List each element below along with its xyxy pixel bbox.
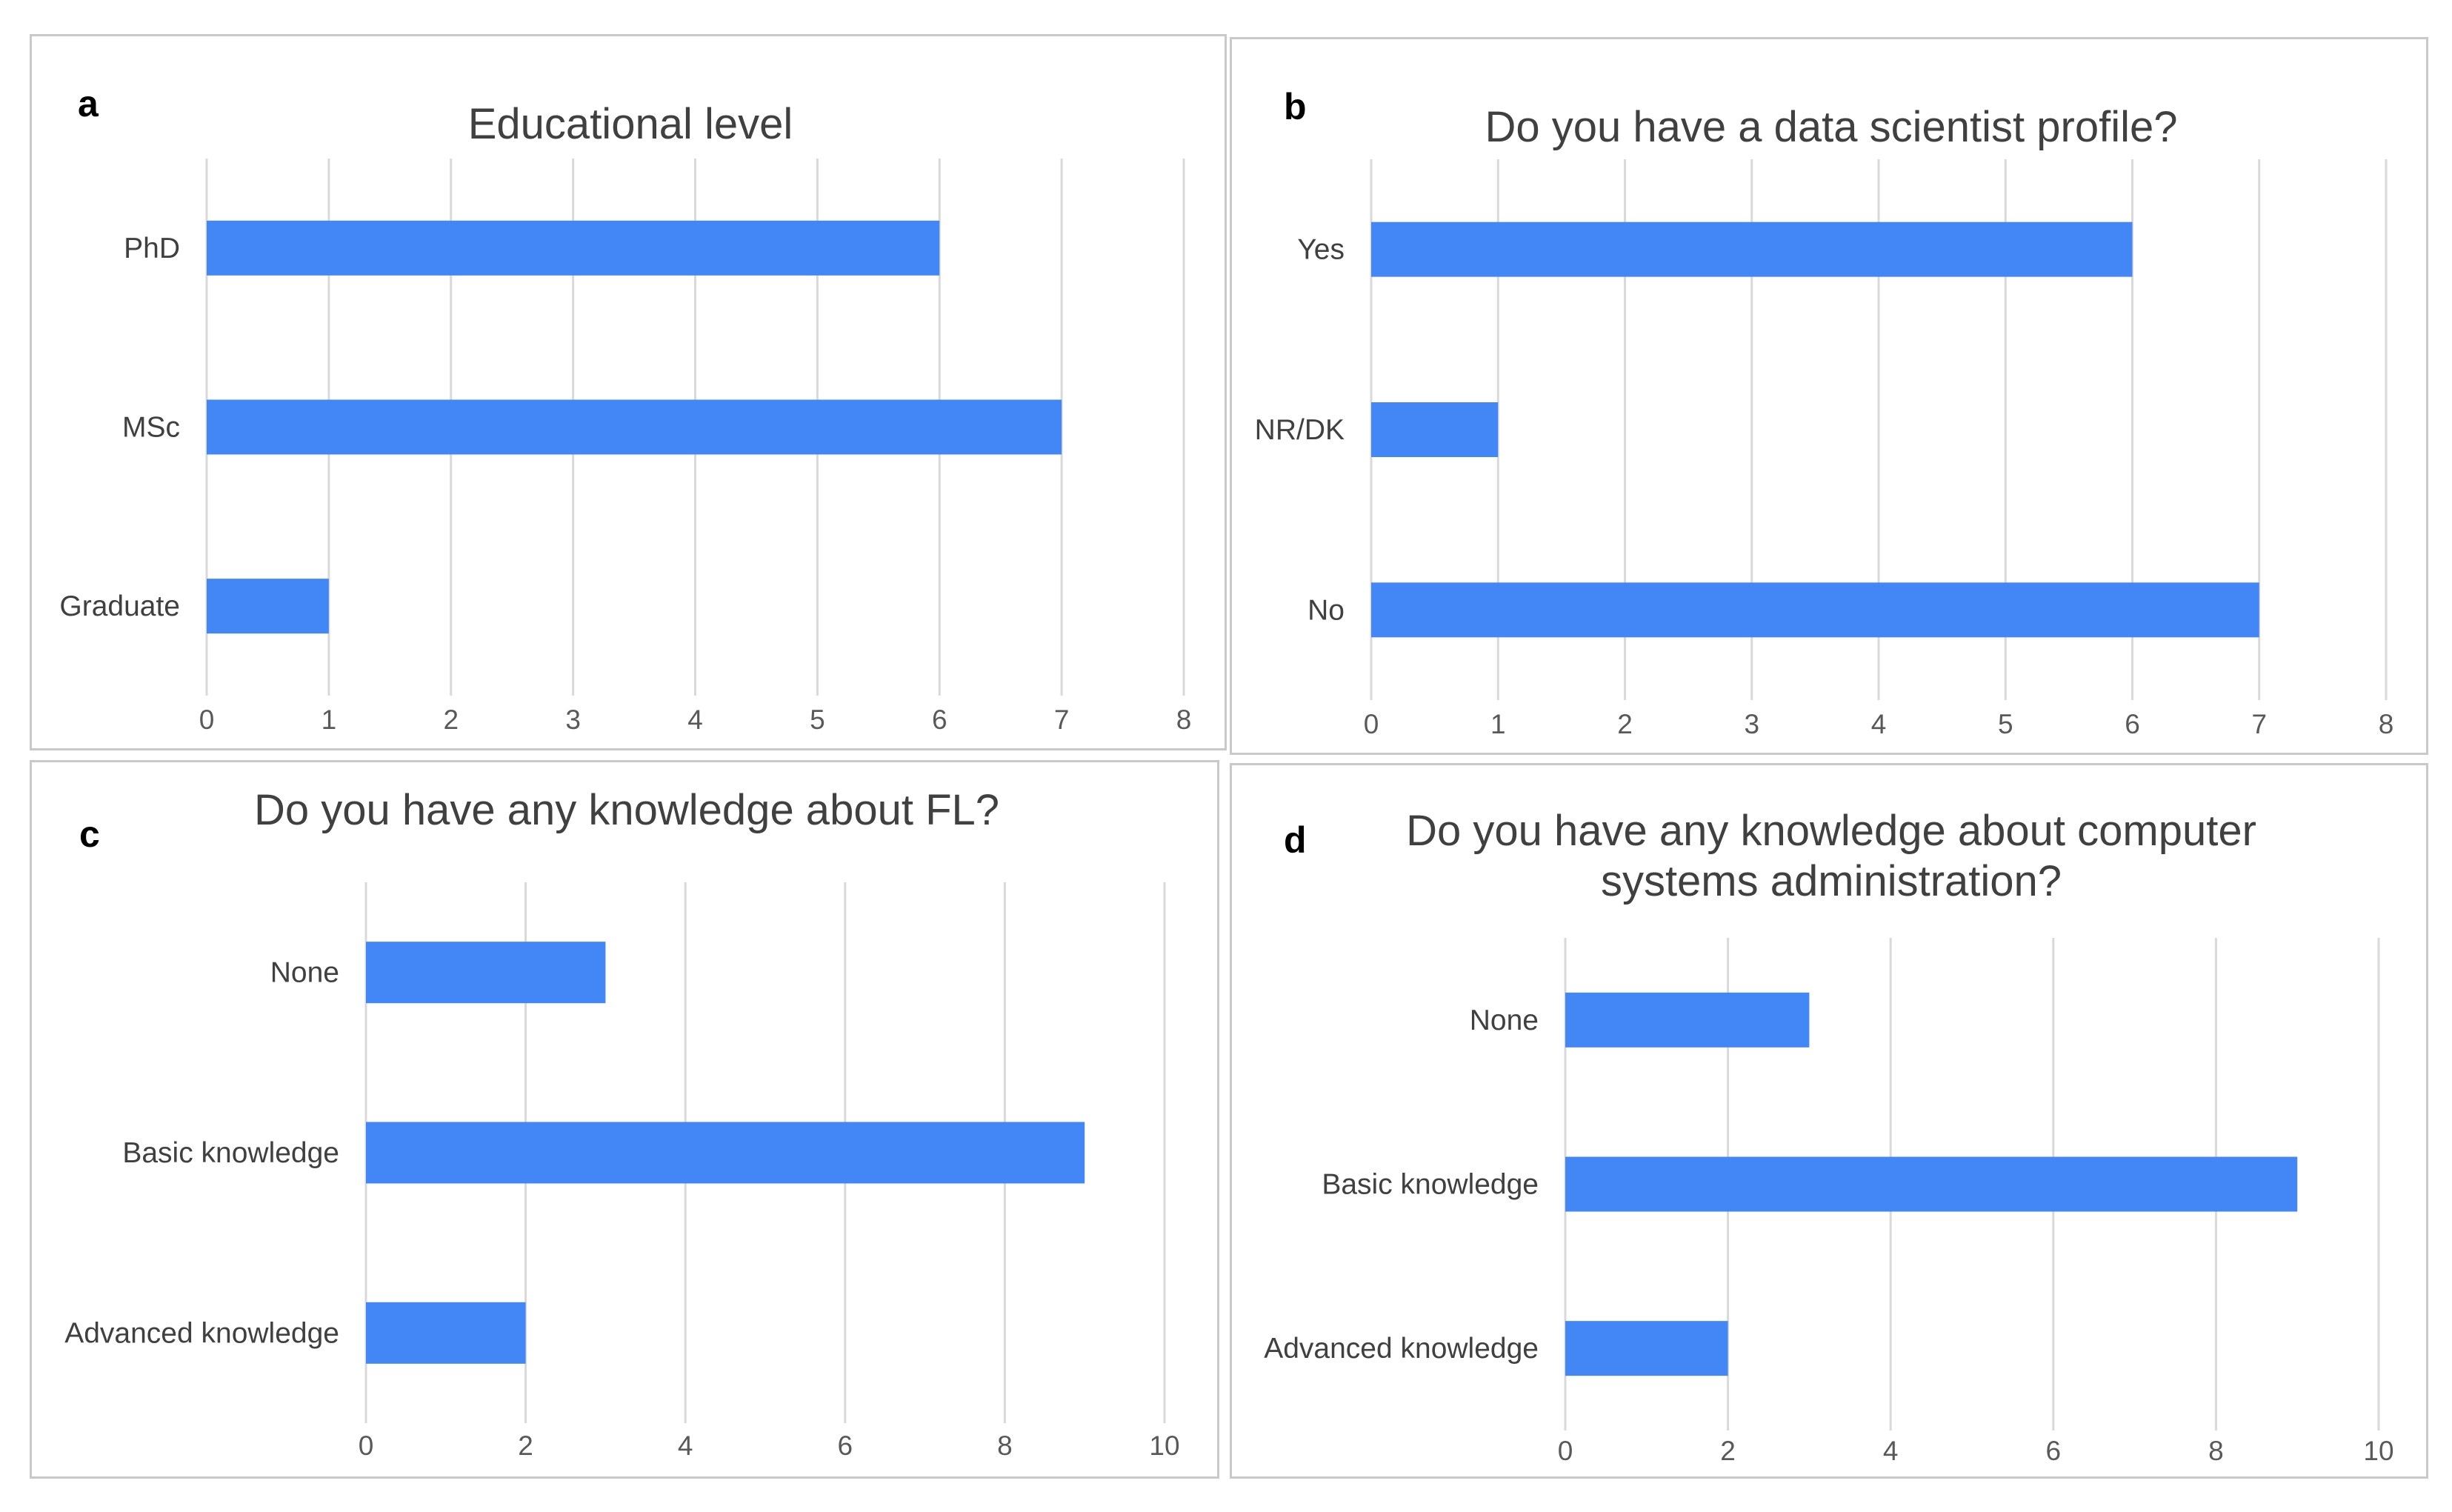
- category-label: No: [1307, 594, 1345, 626]
- x-tick-label: 6: [2046, 1436, 2062, 1466]
- x-tick-label: 4: [1883, 1436, 1899, 1466]
- category-label: Yes: [1297, 234, 1345, 266]
- x-tick-label: 4: [1871, 709, 1887, 739]
- x-tick-label: 2: [443, 705, 459, 735]
- chart-title: Do you have any knowledge about FL?: [254, 786, 999, 834]
- bar-chart: Do you have any knowledge about FL? 0 2 4 6 8…: [64, 786, 1179, 1461]
- panel-letter: a: [78, 83, 99, 124]
- x-tick-label: 2: [518, 1431, 533, 1461]
- category-label: None: [1470, 1005, 1539, 1036]
- x-tick-label: 8: [2379, 709, 2394, 739]
- bar: [1371, 402, 1499, 457]
- x-tick-label: 2: [1617, 709, 1633, 739]
- x-tick-label: 8: [997, 1431, 1013, 1461]
- x-tick-label: 4: [687, 705, 703, 735]
- x-tick-label: 0: [199, 705, 215, 735]
- category-label: None: [270, 957, 339, 989]
- x-tick-label: 10: [2363, 1436, 2393, 1466]
- x-tick-label: 5: [810, 705, 825, 735]
- bar-chart: Educational level 0 1 2 3 4 5 6 7 8 PhD MSc Graduate: [59, 100, 1192, 735]
- x-tick-label: 0: [1558, 1436, 1573, 1466]
- chart-title: systems administration?: [1601, 857, 2062, 905]
- category-label: PhD: [124, 233, 180, 264]
- x-tick-label: 1: [322, 705, 337, 735]
- category-label: NR/DK: [1255, 414, 1345, 446]
- category-label: MSc: [122, 412, 180, 444]
- chart-title: Do you have any knowledge about computer: [1406, 807, 2256, 855]
- x-tick-label: 5: [1998, 709, 2013, 739]
- panel-letter: b: [1284, 86, 1307, 127]
- bar: [1371, 222, 2133, 277]
- category-label: Basic knowledge: [122, 1137, 339, 1169]
- category-label: Basic knowledge: [1322, 1169, 1539, 1201]
- x-tick-label: 0: [359, 1431, 374, 1461]
- category-label: Advanced knowledge: [64, 1317, 339, 1349]
- bar: [207, 220, 940, 276]
- panel-letter: d: [1284, 819, 1307, 861]
- chart-panel-d: d Do you have any knowledge about comput…: [1230, 763, 2428, 1479]
- bar: [207, 399, 1062, 455]
- x-tick-label: 6: [2125, 709, 2140, 739]
- category-label: Graduate: [59, 590, 180, 622]
- x-tick-label: 8: [2208, 1436, 2224, 1466]
- bar: [366, 942, 606, 1004]
- x-tick-label: 6: [838, 1431, 853, 1461]
- category-label: Advanced knowledge: [1264, 1333, 1539, 1365]
- chart-title: Educational level: [468, 100, 793, 148]
- bar: [366, 1122, 1085, 1184]
- x-tick-label: 2: [1720, 1436, 1736, 1466]
- chart-panel-c: c Do you have any knowledge about FL? 0 2 4…: [30, 760, 1219, 1479]
- x-tick-label: 7: [2251, 709, 2267, 739]
- x-tick-label: 3: [1744, 709, 1759, 739]
- x-tick-label: 6: [932, 705, 947, 735]
- panel-letter: c: [79, 813, 100, 855]
- x-tick-label: 3: [565, 705, 581, 735]
- bar-chart: Do you have any knowledge about computer…: [1264, 807, 2393, 1466]
- bar: [1371, 582, 2259, 638]
- x-tick-label: 8: [1176, 705, 1192, 735]
- bar-chart: Do you have a data scientist profile? 0 1 2…: [1255, 103, 2394, 739]
- x-tick-label: 10: [1149, 1431, 1179, 1461]
- x-tick-label: 7: [1054, 705, 1070, 735]
- bar: [1565, 1156, 2298, 1212]
- chart-panel-a: a Educational level 0 1 2 3 4 5 6 7 8 PhD MSc Gradua…: [30, 34, 1227, 750]
- bar: [366, 1302, 526, 1364]
- x-tick-label: 0: [1364, 709, 1379, 739]
- chart-panel-b: b Do you have a data scientist profile? 0…: [1230, 37, 2428, 755]
- x-tick-label: 4: [678, 1431, 693, 1461]
- x-tick-label: 1: [1490, 709, 1506, 739]
- bar: [207, 579, 329, 634]
- chart-title: Do you have a data scientist profile?: [1485, 103, 2178, 151]
- bar: [1565, 1321, 1728, 1376]
- bar: [1565, 992, 1810, 1048]
